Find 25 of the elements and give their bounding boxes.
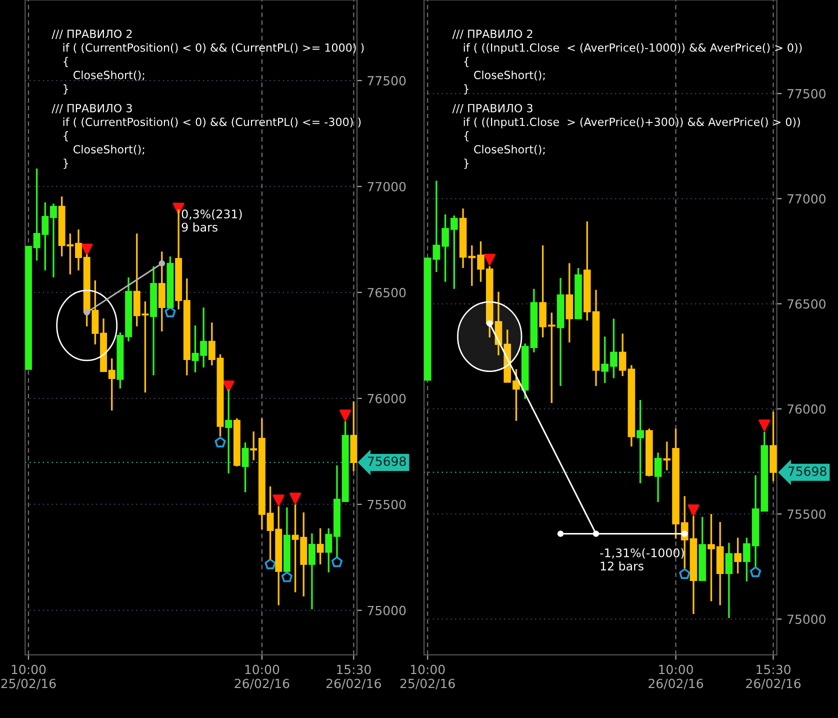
annotation: /// ПРАВИЛО 3 if ( (CurrentPosition() < 0) && (CurrentPL() <= -300) ) { CloseShort(); } [52, 104, 361, 169]
x-tick-label: 10:00 25/02/16 [400, 664, 455, 690]
y-tick-label: 77000 [788, 194, 826, 204]
y-tick-label: 76000 [788, 404, 826, 414]
x-tick-label: 15:30 26/02/16 [746, 664, 801, 690]
annotation: /// ПРАВИЛО 2 if ( (CurrentPosition() < 0) && (CurrentPL() >= 1000) ) { CloseShort(); } [52, 30, 364, 95]
y-tick-label: 77000 [368, 182, 406, 192]
y-tick-label: 77500 [788, 89, 826, 98]
x-tick-label: 10:00 26/02/16 [234, 664, 290, 690]
x-tick-label: 15:30 26/02/16 [326, 664, 381, 690]
y-tick-label: 75000 [788, 614, 826, 624]
ref-line-label: 75698 [368, 456, 406, 466]
y-tick-label: 76500 [788, 299, 826, 309]
y-tick-label: 75500 [368, 500, 406, 510]
y-tick-label: 76000 [368, 394, 406, 404]
text: 0,3%(231) 9 bars [182, 209, 242, 232]
y-tick-label: 77500 [368, 76, 406, 86]
y-tick-label: 75000 [368, 606, 406, 616]
y-tick-label: 75500 [788, 509, 826, 519]
ref-line-label: 75698 [788, 466, 826, 476]
x-tick-label: 10:00 26/02/16 [648, 664, 704, 690]
y-tick-label: 76500 [368, 288, 406, 298]
series-label: -1,31%(-1000) 12 bars [600, 548, 684, 570]
annotation: /// ПРАВИЛО 3 if ( ((Input1.Close > (AverPrice()+300)) && AverPrice() > 0)) { CloseShort(); } [452, 104, 800, 169]
x-tick-label: 10:00 25/02/16 [1, 664, 56, 690]
